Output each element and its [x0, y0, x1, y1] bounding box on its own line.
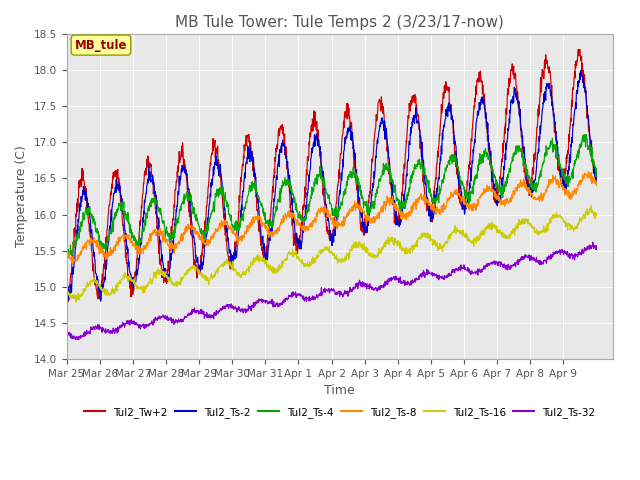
Tul2_Tw+2: [63, 302, 70, 308]
Legend: Tul2_Tw+2, Tul2_Ts-2, Tul2_Ts-4, Tul2_Ts-8, Tul2_Ts-16, Tul2_Ts-32: Tul2_Tw+2, Tul2_Ts-2, Tul2_Ts-4, Tul2_Ts…: [80, 403, 600, 422]
Tul2_Ts-8: [158, 228, 166, 234]
Tul2_Tw+2: [428, 219, 436, 225]
Tul2_Ts-8: [593, 183, 600, 189]
Tul2_Ts-8: [303, 225, 310, 230]
Tul2_Ts-16: [334, 259, 342, 264]
Tul2_Tw+2: [593, 167, 600, 172]
Tul2_Ts-8: [68, 261, 76, 266]
Tul2_Ts-4: [303, 216, 310, 222]
Tul2_Ts-4: [68, 252, 76, 258]
Line: Tul2_Ts-32: Tul2_Ts-32: [67, 242, 596, 340]
Tul2_Ts-2: [97, 298, 104, 304]
Tul2_Ts-8: [73, 257, 81, 263]
Tul2_Ts-4: [593, 169, 600, 175]
Tul2_Ts-16: [303, 262, 310, 267]
Tul2_Ts-32: [63, 331, 70, 336]
Line: Tul2_Ts-16: Tul2_Ts-16: [67, 206, 596, 302]
Tul2_Ts-32: [428, 269, 436, 275]
Tul2_Ts-8: [334, 219, 342, 225]
Line: Tul2_Ts-8: Tul2_Ts-8: [67, 172, 596, 264]
Text: MB_tule: MB_tule: [75, 38, 127, 51]
Tul2_Tw+2: [559, 175, 566, 180]
Tul2_Ts-32: [303, 299, 310, 304]
Line: Tul2_Ts-2: Tul2_Ts-2: [67, 71, 596, 301]
Tul2_Tw+2: [303, 167, 310, 173]
Tul2_Ts-2: [158, 258, 166, 264]
Tul2_Ts-32: [589, 240, 596, 245]
Tul2_Ts-2: [63, 295, 70, 300]
Tul2_Ts-2: [72, 228, 80, 234]
Tul2_Ts-4: [334, 208, 342, 214]
Tul2_Ts-4: [428, 199, 436, 205]
X-axis label: Time: Time: [324, 384, 355, 397]
Tul2_Ts-32: [75, 337, 83, 343]
Tul2_Tw+2: [334, 182, 342, 188]
Tul2_Ts-4: [559, 171, 566, 177]
Tul2_Ts-16: [428, 238, 436, 243]
Tul2_Ts-2: [577, 68, 584, 73]
Tul2_Ts-8: [63, 245, 70, 251]
Tul2_Ts-4: [158, 214, 166, 219]
Tul2_Ts-16: [593, 211, 600, 217]
Tul2_Ts-16: [73, 292, 81, 298]
Y-axis label: Temperature (C): Temperature (C): [15, 145, 28, 247]
Tul2_Ts-4: [63, 247, 70, 253]
Tul2_Ts-32: [72, 334, 80, 339]
Line: Tul2_Tw+2: Tul2_Tw+2: [67, 49, 596, 305]
Tul2_Ts-2: [334, 214, 342, 219]
Tul2_Tw+2: [63, 294, 70, 300]
Tul2_Ts-32: [593, 246, 600, 252]
Tul2_Ts-8: [428, 207, 436, 213]
Tul2_Ts-2: [428, 215, 436, 220]
Tul2_Ts-2: [303, 206, 310, 212]
Tul2_Ts-16: [72, 299, 80, 305]
Tul2_Ts-32: [158, 314, 166, 320]
Tul2_Ts-16: [588, 203, 595, 209]
Tul2_Ts-32: [559, 248, 566, 253]
Tul2_Ts-16: [63, 285, 70, 290]
Tul2_Tw+2: [158, 272, 166, 277]
Tul2_Ts-8: [559, 185, 566, 191]
Tul2_Ts-32: [334, 290, 342, 296]
Tul2_Ts-16: [559, 216, 566, 222]
Tul2_Ts-4: [73, 238, 81, 243]
Tul2_Tw+2: [576, 47, 584, 52]
Tul2_Ts-2: [593, 175, 600, 181]
Tul2_Ts-16: [158, 269, 166, 275]
Line: Tul2_Ts-4: Tul2_Ts-4: [67, 134, 596, 255]
Tul2_Ts-2: [559, 178, 566, 184]
Title: MB Tule Tower: Tule Temps 2 (3/23/17-now): MB Tule Tower: Tule Temps 2 (3/23/17-now…: [175, 15, 504, 30]
Tul2_Ts-8: [585, 169, 593, 175]
Tul2_Tw+2: [73, 200, 81, 206]
Tul2_Ts-4: [580, 132, 588, 137]
